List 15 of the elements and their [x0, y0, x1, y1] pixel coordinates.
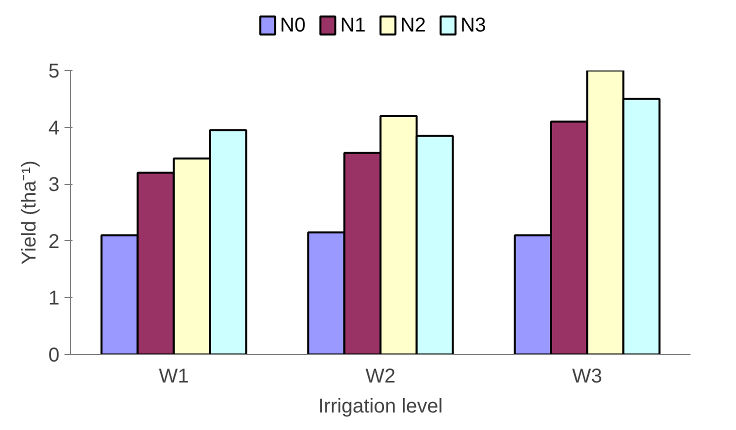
y-axis-title: Yield (tha⁻¹)	[18, 160, 40, 265]
x-axis-title: Irrigation level	[318, 396, 443, 418]
legend-label: N1	[340, 14, 366, 36]
y-tick-label: 4	[48, 117, 60, 140]
y-tick-label: 2	[48, 230, 60, 253]
legend-label: N2	[400, 14, 426, 36]
x-tick-label: W2	[366, 366, 396, 388]
x-tick-label: W3	[572, 366, 602, 388]
y-tick-label: 1	[48, 288, 60, 310]
y-tick-label: 3	[48, 174, 60, 196]
legend-label: N3	[460, 14, 486, 36]
y-tick-label: 0	[48, 344, 60, 366]
legend-label: N0	[280, 14, 306, 36]
y-tick-label: 5	[48, 60, 60, 82]
x-tick-label: W1	[158, 366, 189, 388]
